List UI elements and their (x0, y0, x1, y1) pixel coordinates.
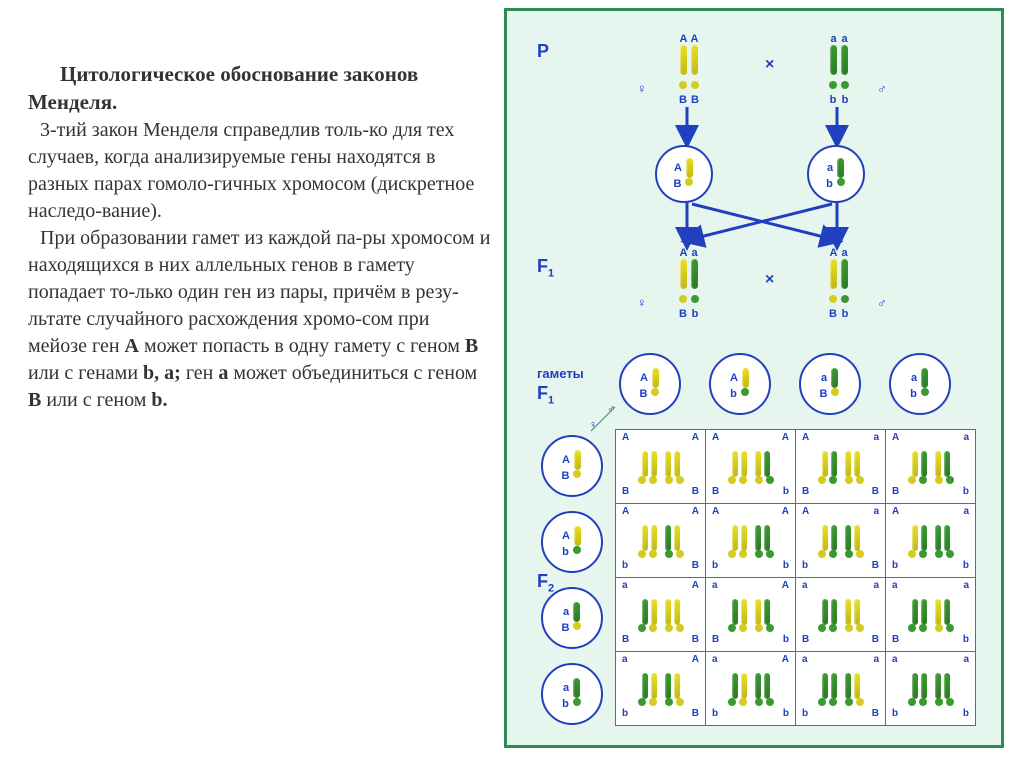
gamete-left-2: a B (541, 587, 603, 649)
gamete-top-1: A b (709, 353, 771, 415)
label-f2: F2 (537, 571, 554, 595)
label-p: P (537, 41, 549, 62)
male-corner: ♂ (607, 403, 615, 415)
female-corner: ♀ (589, 419, 597, 431)
punnett-cell-1-3: Aa bb (886, 504, 976, 578)
parent-female: A A B B (657, 33, 721, 106)
punnett-cell-3-2: aa bB (796, 652, 886, 726)
text-column: Цитологическое обоснование законов Менде… (0, 0, 504, 767)
label-f1-g: F1 (537, 383, 554, 407)
parent-male: a a b b (807, 33, 871, 106)
punnett-square: AA BB AA Bb (615, 429, 976, 726)
gene-b2: B (28, 389, 41, 411)
gamete-p-male: a b (807, 145, 865, 203)
paragraph-1: 3-тий закон Менделя справедлив толь-ко д… (28, 117, 492, 225)
cross-symbol-p: × (765, 56, 774, 74)
arrow-pf (677, 107, 697, 147)
page-title: Цитологическое обоснование законов Менде… (28, 60, 492, 117)
male-symbol-f1: ♂ (877, 295, 887, 310)
gamete-left-3: a b (541, 663, 603, 725)
gene-a2: a (218, 362, 228, 384)
gene-a-lower: a; (164, 362, 181, 384)
diagram-panel: P F1 гаметы F1 F2 A A B B a a b (504, 8, 1004, 748)
punnett-cell-0-0: AA BB (616, 430, 706, 504)
punnett-cell-3-3: aa bb (886, 652, 976, 726)
punnett-cell-2-1: aA Bb (706, 578, 796, 652)
gamete-top-0: A B (619, 353, 681, 415)
gamete-top-3: a b (889, 353, 951, 415)
punnett-cell-2-3: aa Bb (886, 578, 976, 652)
gamete-top-2: a B (799, 353, 861, 415)
gamete-left-1: A b (541, 511, 603, 573)
f1-female: A a B b (657, 247, 721, 320)
p2-run-f: или с геном (41, 389, 151, 411)
punnett-cell-2-0: aA BB (616, 578, 706, 652)
female-symbol-f1: ♀ (637, 295, 647, 310)
cross-arrows (647, 199, 877, 249)
punnett-cell-2-2: aa BB (796, 578, 886, 652)
punnett-cell-1-1: AA bb (706, 504, 796, 578)
punnett-cell-0-2: Aa BB (796, 430, 886, 504)
gene-a: A (125, 335, 139, 357)
p2-run-c: или с генами (28, 362, 143, 384)
gene-b-lower: b, (143, 362, 159, 384)
punnett-cell-0-3: Aa Bb (886, 430, 976, 504)
cross-symbol-f1: × (765, 271, 774, 289)
paragraph-2: При образовании гамет из каждой па-ры хр… (28, 225, 492, 414)
label-f1: F1 (537, 256, 554, 280)
gamete-p-female: A B (655, 145, 713, 203)
p2-run-e: может объединиться с геном (228, 362, 477, 384)
punnett-cell-3-1: aA bb (706, 652, 796, 726)
gene-b3: b. (151, 389, 167, 411)
punnett-cell-1-2: Aa bB (796, 504, 886, 578)
label-gametes: гаметы (537, 366, 584, 381)
p2-run-d: ген (181, 362, 219, 384)
punnett-cell-0-1: AA Bb (706, 430, 796, 504)
male-symbol-p: ♂ (877, 81, 887, 96)
female-symbol-p: ♀ (637, 81, 647, 96)
p2-run-b: может попасть в одну гамету с геном (139, 335, 465, 357)
gamete-left-0: A B (541, 435, 603, 497)
punnett-cell-1-0: AA bB (616, 504, 706, 578)
f1-male: A a B b (807, 247, 871, 320)
gene-b: B (465, 335, 478, 357)
punnett-cell-3-0: aA bB (616, 652, 706, 726)
arrow-pm (827, 107, 847, 147)
